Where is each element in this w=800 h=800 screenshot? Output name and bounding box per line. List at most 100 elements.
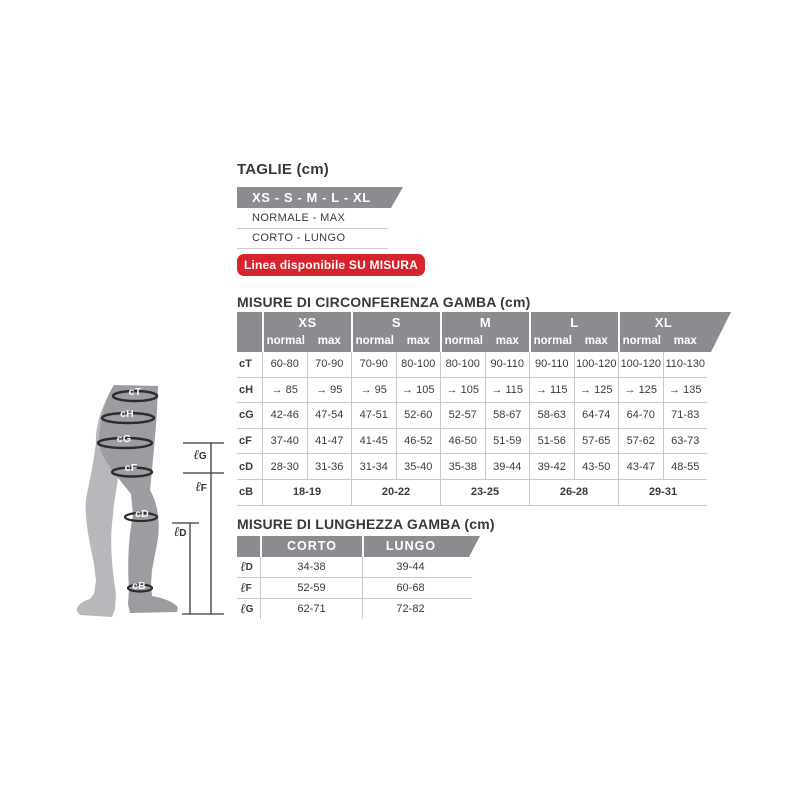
cell-span: 18-19 — [262, 479, 351, 505]
table-row-cB: cB 18-19 20-22 23-25 26-28 29-31 — [237, 479, 707, 506]
band-cT — [111, 389, 159, 403]
cell: 39-44 — [484, 454, 530, 479]
ell-letter: D — [179, 528, 187, 539]
col-header-corto: CORTO — [260, 536, 362, 557]
cell: 60-68 — [362, 578, 472, 598]
size-header: XL — [654, 315, 673, 330]
cell: → 85 — [262, 377, 307, 403]
row-label: cG — [239, 409, 254, 422]
cell: 110-130 — [662, 352, 708, 377]
front-leg-silhouette — [98, 385, 178, 613]
cell: 39-42 — [529, 454, 574, 479]
cell: → 95 — [351, 377, 396, 403]
row-label: cD — [239, 460, 254, 473]
length-label-lG: ℓG — [193, 446, 206, 464]
size-header: L — [570, 315, 579, 330]
ell-letter: F — [245, 582, 252, 594]
circonferenza-title: MISURE DI CIRCONFERENZA GAMBA (cm) — [237, 294, 531, 310]
sizes-banner-label: XS - S - M - L - XL — [252, 190, 371, 205]
circonferenza-header: XS normal max S normal max M normal max L n… — [237, 312, 731, 352]
cell: 70-90 — [351, 352, 396, 377]
cell: 100-120 — [618, 352, 663, 377]
cell: 80-100 — [395, 352, 441, 377]
cell: 52-60 — [395, 403, 441, 428]
cell: 42-46 — [262, 403, 307, 428]
cell: → 105 — [440, 377, 485, 403]
cell: → 125 — [618, 377, 663, 403]
subheader-max: max — [673, 335, 697, 347]
su-misura-badge-label: Linea disponibile SU MISURA — [243, 258, 419, 272]
subheader-normal: normal — [622, 335, 661, 347]
header-group-s: S normal max — [351, 312, 440, 352]
header-group-m: M normal max — [440, 312, 529, 352]
cell: 35-40 — [395, 454, 441, 479]
cell: 70-90 — [306, 352, 352, 377]
band-label-cD: cD — [135, 508, 149, 520]
cell: 46-50 — [440, 428, 485, 454]
cell: 43-50 — [573, 454, 619, 479]
cell: 48-55 — [662, 454, 708, 479]
option-row-normale-max: NORMALE - MAX — [237, 208, 388, 229]
cell: 60-80 — [262, 352, 307, 377]
su-misura-badge: Linea disponibile SU MISURA — [237, 254, 425, 276]
ell-letter: G — [198, 451, 207, 462]
band-cH — [100, 411, 156, 425]
cell: 43-47 — [618, 454, 663, 479]
lunghezza-title: MISURE DI LUNGHEZZA GAMBA (cm) — [237, 516, 495, 532]
cell: 46-52 — [395, 428, 441, 454]
cell: 100-120 — [573, 352, 619, 377]
table-row-cH: cH → 85 → 95 → 95 → 105 → 105 → 115 → 11… — [237, 377, 707, 404]
ell-letter: F — [200, 483, 207, 494]
cell: 58-67 — [484, 403, 530, 428]
subheader-normal: normal — [266, 335, 305, 347]
ell-letter: G — [245, 603, 254, 615]
header-group-l: L normal max — [529, 312, 618, 352]
cell: 62-71 — [260, 599, 362, 619]
cell: 72-82 — [362, 599, 472, 619]
cell: 52-59 — [260, 578, 362, 598]
cell-span: 20-22 — [351, 479, 440, 505]
cell: 51-56 — [529, 428, 574, 454]
cell: 41-45 — [351, 428, 396, 454]
table-row-cF: cF 37-40 41-47 41-45 46-52 46-50 51-59 5… — [237, 428, 707, 455]
cell: 47-51 — [351, 403, 396, 428]
cell: 52-57 — [440, 403, 485, 428]
band-cG — [96, 436, 154, 450]
cell: 34-38 — [260, 557, 362, 577]
subheader-normal: normal — [444, 335, 483, 347]
ell-glyph: ℓ — [240, 559, 246, 575]
band-label-cT: cT — [128, 386, 142, 398]
subheader-normal: normal — [533, 335, 572, 347]
cell: 28-30 — [262, 454, 307, 479]
ell-glyph: ℓ — [173, 524, 180, 540]
band-label-cB: cB — [132, 580, 146, 592]
cell: 31-36 — [306, 454, 352, 479]
circonferenza-body: cT 60-80 70-90 70-90 80-100 80-100 90-11… — [237, 352, 707, 506]
cell: 71-83 — [662, 403, 708, 428]
cell: 57-62 — [618, 428, 663, 454]
ell-glyph: ℓ — [240, 580, 246, 596]
subheader-max: max — [584, 335, 608, 347]
cell: → 115 — [529, 377, 574, 403]
option-row-corto-lungo: CORTO - LUNGO — [237, 228, 388, 249]
subheader-max: max — [495, 335, 519, 347]
header-group-xs: XS normal max — [262, 312, 351, 352]
cell: 39-44 — [362, 557, 472, 577]
subheader-max: max — [406, 335, 430, 347]
cell: → 105 — [395, 377, 441, 403]
size-header: S — [391, 315, 402, 330]
row-label: cH — [239, 383, 254, 396]
cell: → 115 — [484, 377, 530, 403]
cell-span: 26-28 — [529, 479, 618, 505]
cell: 41-47 — [306, 428, 352, 454]
cell: 80-100 — [440, 352, 485, 377]
size-header: M — [479, 315, 492, 330]
cell-span: 23-25 — [440, 479, 529, 505]
band-label-cH: cH — [120, 408, 134, 420]
band-cB — [126, 583, 154, 593]
taglie-title: TAGLIE (cm) — [237, 161, 329, 178]
